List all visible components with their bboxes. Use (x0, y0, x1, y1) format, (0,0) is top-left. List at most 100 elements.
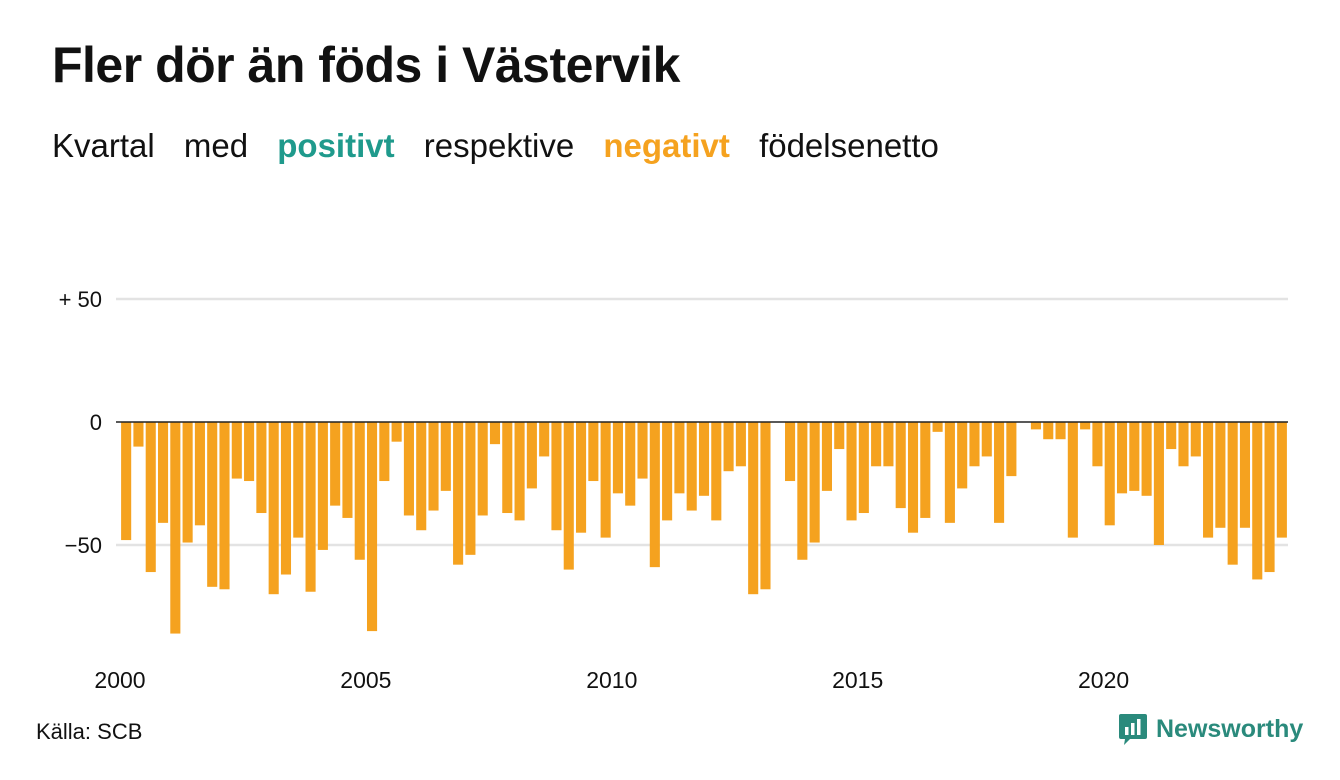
subtitle-word-kvartal: Kvartal (52, 127, 155, 164)
bar (1092, 422, 1103, 467)
newsworthy-brand-name: Newsworthy (1156, 714, 1304, 743)
bar (1178, 422, 1189, 467)
bar (1006, 422, 1017, 477)
bar (834, 422, 845, 450)
bar (194, 422, 205, 526)
bar (182, 422, 193, 543)
bar (944, 422, 955, 523)
bar (354, 422, 365, 560)
bar (858, 422, 869, 514)
bar (293, 422, 304, 538)
bar (453, 422, 464, 565)
bar (145, 422, 156, 573)
x-tick-label: 2010 (586, 667, 637, 693)
bar (957, 422, 968, 489)
bar (1030, 422, 1042, 430)
bar (809, 422, 820, 543)
bar (366, 422, 378, 632)
bar (883, 422, 894, 467)
bar (465, 422, 476, 555)
chart-subtitle: Kvartal med positivt respektive negativt… (52, 127, 959, 165)
bar (637, 422, 648, 479)
bar (514, 422, 525, 521)
bar (403, 422, 414, 516)
bar (1203, 422, 1214, 538)
bar (711, 422, 722, 521)
bar (317, 422, 328, 550)
bar (1215, 422, 1226, 528)
bar (539, 422, 550, 457)
bar (133, 422, 144, 447)
bar (785, 422, 796, 482)
bar (723, 422, 734, 472)
bar (244, 422, 255, 482)
bar (994, 422, 1005, 523)
bar (428, 422, 439, 511)
bar (600, 422, 611, 538)
bar (502, 422, 513, 514)
newsworthy-logo: Newsworthy (1118, 712, 1303, 746)
bar (1141, 422, 1152, 496)
y-tick-label: 0 (90, 410, 102, 435)
bar (551, 422, 562, 531)
bar (760, 422, 771, 590)
bar (797, 422, 808, 560)
bar (932, 422, 943, 432)
bar (846, 422, 857, 521)
bar (280, 422, 292, 575)
y-tick-label: + 50 (59, 287, 102, 312)
bar (219, 422, 230, 590)
bar (674, 422, 685, 494)
bar (1080, 422, 1091, 430)
bar (268, 422, 279, 595)
subtitle-word-fodelsenetto: födelsenetto (759, 127, 939, 164)
bar (907, 422, 919, 533)
x-tick-label: 2020 (1078, 667, 1129, 693)
subtitle-negative-legend: negativt (603, 127, 730, 164)
y-tick-label: −50 (65, 533, 102, 558)
bar (686, 422, 697, 511)
bar (256, 422, 267, 514)
bar (121, 422, 132, 541)
bar (1239, 422, 1251, 528)
bar (662, 422, 673, 521)
bar (649, 422, 660, 568)
bar (1055, 422, 1066, 440)
bar (981, 422, 992, 457)
bar (1264, 422, 1275, 573)
bar (821, 422, 832, 491)
bar (416, 422, 427, 531)
bar (305, 422, 316, 592)
bar (563, 422, 574, 570)
subtitle-word-respektive: respektive (423, 127, 575, 164)
bar (477, 422, 488, 516)
source-note: Källa: SCB (36, 719, 143, 744)
bar (1166, 422, 1177, 450)
subtitle-positive-legend: positivt (277, 127, 395, 164)
x-tick-label: 2005 (340, 667, 391, 693)
bar (1043, 422, 1054, 440)
bar (1227, 422, 1238, 565)
bar (588, 422, 599, 482)
bar (342, 422, 353, 518)
x-tick-label: 2015 (832, 667, 883, 693)
bar (871, 422, 882, 467)
bar (1104, 422, 1115, 526)
bar (748, 422, 759, 595)
bar (1116, 422, 1128, 494)
subtitle-word-med: med (183, 127, 249, 164)
bar (157, 422, 169, 523)
bar (231, 422, 242, 479)
bar (1129, 422, 1140, 491)
bar (735, 422, 746, 467)
bar (207, 422, 218, 587)
bar (612, 422, 623, 494)
bar (1276, 422, 1287, 538)
bar (969, 422, 980, 467)
chart-title: Fler dör än föds i Västervik (52, 37, 680, 93)
bar (895, 422, 906, 509)
bar (440, 422, 451, 491)
bar (1190, 422, 1201, 457)
newsworthy-logo-icon (1119, 714, 1147, 745)
